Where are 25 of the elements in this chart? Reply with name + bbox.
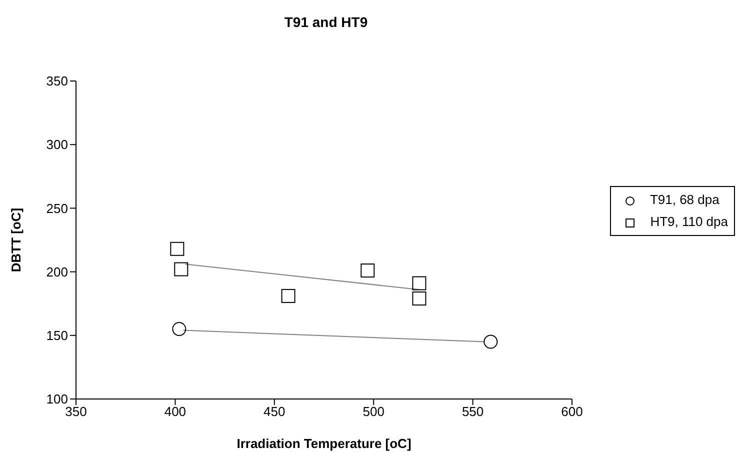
x-tick-label: 350 <box>65 404 87 420</box>
y-tick-label: 350 <box>46 74 68 89</box>
chart-title: T91 and HT9 <box>283 14 369 30</box>
point <box>170 242 184 256</box>
point <box>484 334 498 349</box>
x-tick-label: 450 <box>264 404 286 420</box>
legend-label: HT9, 110 dpa <box>650 214 728 229</box>
x-tick-label: 550 <box>462 404 484 420</box>
y-tick-label: 250 <box>46 200 68 216</box>
legend-label: T91, 68 dpa <box>650 192 720 207</box>
x-axis-title: Irradiation Temperature [oC] <box>236 436 412 451</box>
point <box>412 276 426 290</box>
y-tick-label: 100 <box>46 392 68 407</box>
point <box>360 264 375 278</box>
point <box>174 262 188 276</box>
x-tick-label: 400 <box>164 404 186 420</box>
y-axis-title: DBTT [oC] <box>8 208 24 272</box>
x-tick-label: 600 <box>561 404 583 420</box>
y-tick-label: 200 <box>46 264 68 280</box>
y-tick-label: 150 <box>46 328 68 344</box>
x-tick-label: 500 <box>362 404 384 420</box>
point <box>172 322 186 336</box>
y-tick-label: 300 <box>46 137 68 152</box>
point <box>412 292 426 306</box>
point <box>281 288 296 303</box>
